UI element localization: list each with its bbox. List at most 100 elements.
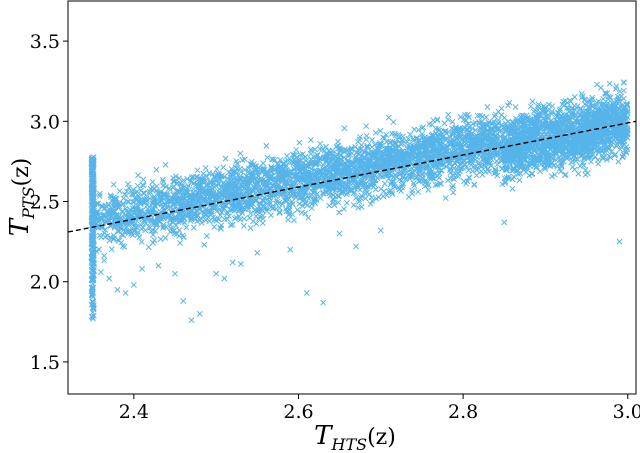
data-point: [450, 189, 457, 196]
data-point: [96, 190, 103, 197]
data-point: [288, 167, 295, 174]
data-point: [226, 169, 232, 176]
data-point: [381, 180, 388, 187]
data-point: [578, 94, 585, 101]
data-point: [176, 175, 183, 182]
data-point: [167, 221, 174, 228]
data-point: [379, 134, 386, 141]
data-point: [363, 132, 370, 139]
data-point: [187, 208, 194, 214]
data-point: [617, 88, 623, 95]
data-point: [445, 111, 452, 118]
data-point: [495, 145, 502, 151]
data-point: [221, 216, 228, 223]
data-point: [264, 154, 271, 161]
data-point: [146, 190, 153, 197]
data-point: [239, 157, 246, 163]
data-point: [188, 174, 195, 181]
data-point: [400, 173, 407, 180]
data-point: [480, 154, 487, 161]
data-point: [96, 246, 103, 253]
data-point: [191, 201, 198, 208]
data-point: [391, 183, 398, 190]
data-point: [449, 184, 456, 191]
data-point: [190, 186, 197, 193]
data-point: [422, 177, 429, 184]
data-point: [512, 104, 519, 110]
data-point: [208, 184, 215, 191]
data-point: [345, 152, 352, 159]
data-point: [396, 171, 403, 178]
data-point: [606, 80, 613, 87]
data-point: [464, 178, 471, 185]
data-point: [112, 202, 118, 209]
data-point: [140, 190, 147, 197]
data-point: [624, 101, 631, 108]
data-point: [537, 168, 544, 175]
data-point: [377, 128, 384, 134]
data-point: [149, 178, 156, 185]
data-point: [211, 215, 218, 222]
data-point: [409, 187, 416, 194]
data-point: [151, 193, 158, 200]
data-point: [130, 199, 137, 206]
data-point: [213, 166, 220, 172]
data-point: [495, 126, 502, 133]
data-point: [284, 152, 290, 159]
data-point: [171, 178, 178, 185]
data-point: [361, 154, 368, 161]
data-point: [266, 184, 273, 191]
data-point: [253, 220, 260, 227]
data-point: [394, 136, 401, 143]
data-point: [180, 209, 187, 216]
data-point: [167, 186, 174, 193]
data-point: [407, 131, 414, 138]
data-point: [160, 179, 167, 185]
data-point: [305, 214, 312, 221]
data-point: [621, 79, 628, 86]
data-point: [344, 157, 351, 164]
data-point: [595, 160, 602, 167]
data-point: [119, 243, 126, 250]
data-point: [125, 198, 132, 205]
data-point: [314, 152, 321, 159]
data-point: [466, 174, 473, 181]
data-point: [246, 214, 253, 221]
data-point: [527, 116, 534, 123]
data-point: [264, 205, 271, 212]
data-point: [308, 205, 315, 212]
data-point: [484, 122, 491, 128]
data-point: [390, 119, 397, 126]
data-point: [405, 194, 412, 200]
data-point: [434, 116, 441, 123]
data-point: [433, 153, 440, 160]
data-point: [240, 222, 247, 229]
data-point: [577, 163, 584, 170]
data-point: [358, 142, 365, 148]
data-point: [360, 149, 367, 156]
data-point: [472, 119, 479, 126]
data-point: [358, 177, 365, 184]
data-point: [388, 189, 395, 196]
data-point: [233, 158, 240, 165]
data-point: [200, 188, 207, 195]
data-point: [383, 131, 390, 138]
data-point: [211, 223, 218, 230]
data-point: [144, 202, 151, 209]
data-point: [198, 219, 205, 226]
data-point: [285, 157, 292, 164]
data-point: [313, 196, 320, 203]
data-point: [178, 181, 185, 188]
data-point: [361, 148, 368, 155]
data-point: [208, 210, 215, 217]
data-point: [101, 257, 108, 264]
data-point: [218, 209, 225, 216]
data-point: [268, 212, 274, 219]
data-point: [135, 215, 142, 222]
data-point: [140, 182, 147, 189]
data-point: [364, 165, 371, 172]
data-point: [297, 151, 304, 158]
data-point: [367, 201, 374, 207]
data-point: [107, 192, 114, 199]
data-point: [102, 226, 109, 233]
